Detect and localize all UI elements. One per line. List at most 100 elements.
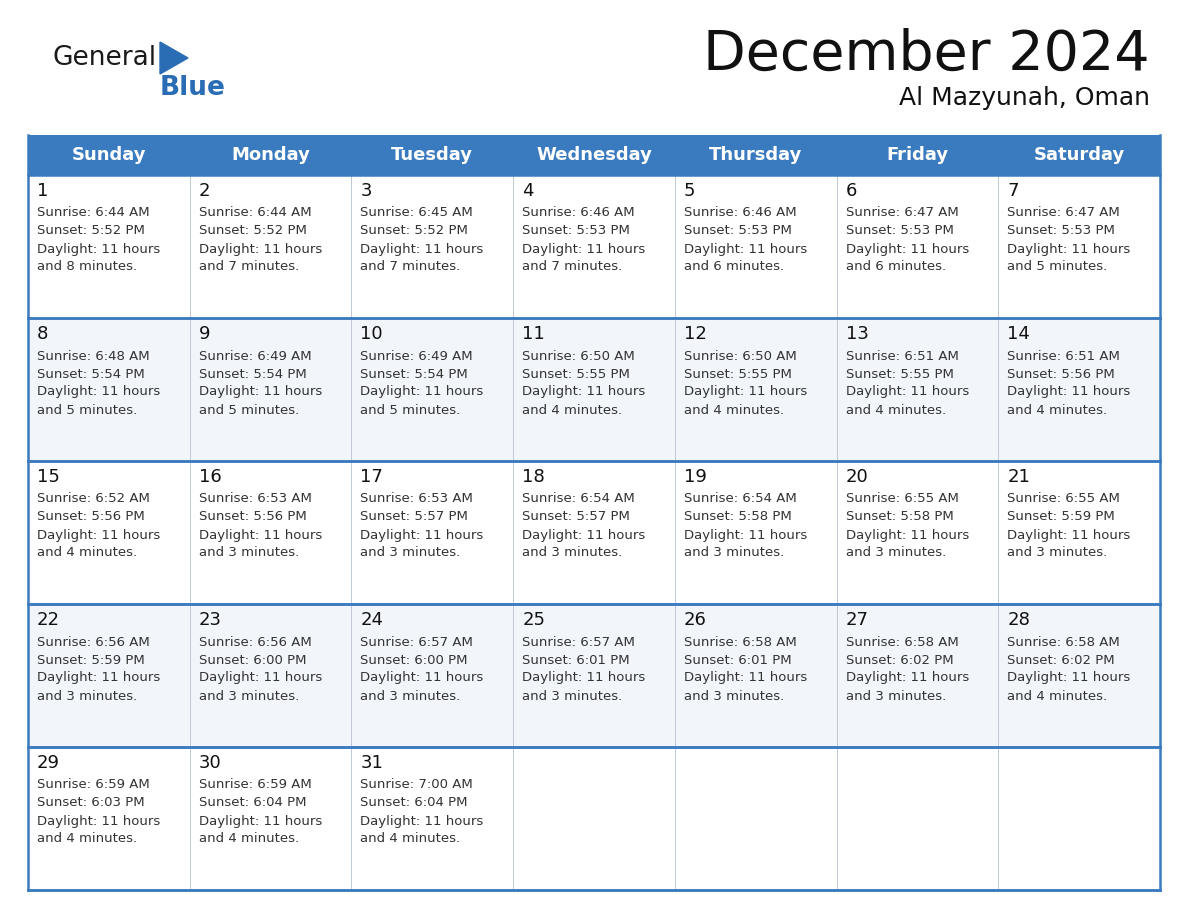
Text: 23: 23 [198, 611, 222, 629]
Text: Daylight: 11 hours: Daylight: 11 hours [360, 671, 484, 685]
Text: Monday: Monday [232, 146, 310, 164]
Text: Sunset: 5:54 PM: Sunset: 5:54 PM [198, 367, 307, 380]
Text: and 3 minutes.: and 3 minutes. [198, 546, 299, 559]
Text: 12: 12 [684, 325, 707, 343]
Text: December 2024: December 2024 [703, 28, 1150, 82]
Text: and 4 minutes.: and 4 minutes. [846, 404, 946, 417]
Text: Sunrise: 6:58 AM: Sunrise: 6:58 AM [846, 635, 959, 648]
Text: Saturday: Saturday [1034, 146, 1125, 164]
Text: 25: 25 [523, 611, 545, 629]
Text: 14: 14 [1007, 325, 1030, 343]
Text: Sunrise: 6:59 AM: Sunrise: 6:59 AM [198, 778, 311, 791]
Text: 20: 20 [846, 468, 868, 486]
Text: 13: 13 [846, 325, 868, 343]
Text: and 4 minutes.: and 4 minutes. [360, 833, 461, 845]
Text: Sunset: 5:56 PM: Sunset: 5:56 PM [198, 510, 307, 523]
Text: 28: 28 [1007, 611, 1030, 629]
Text: 18: 18 [523, 468, 545, 486]
Text: Sunset: 5:54 PM: Sunset: 5:54 PM [360, 367, 468, 380]
Text: and 3 minutes.: and 3 minutes. [1007, 546, 1107, 559]
Text: and 5 minutes.: and 5 minutes. [198, 404, 299, 417]
Text: and 3 minutes.: and 3 minutes. [37, 689, 138, 702]
Text: Thursday: Thursday [709, 146, 802, 164]
Text: Daylight: 11 hours: Daylight: 11 hours [523, 386, 645, 398]
Text: Daylight: 11 hours: Daylight: 11 hours [198, 242, 322, 255]
Text: Sunset: 5:52 PM: Sunset: 5:52 PM [37, 225, 145, 238]
Text: Daylight: 11 hours: Daylight: 11 hours [198, 814, 322, 827]
Text: Daylight: 11 hours: Daylight: 11 hours [846, 529, 969, 542]
Text: and 4 minutes.: and 4 minutes. [1007, 689, 1107, 702]
Text: Daylight: 11 hours: Daylight: 11 hours [846, 386, 969, 398]
Text: Sunset: 6:02 PM: Sunset: 6:02 PM [846, 654, 953, 666]
Text: Sunrise: 6:56 AM: Sunrise: 6:56 AM [198, 635, 311, 648]
Text: and 4 minutes.: and 4 minutes. [684, 404, 784, 417]
Text: 7: 7 [1007, 182, 1019, 200]
Text: Sunset: 5:53 PM: Sunset: 5:53 PM [1007, 225, 1116, 238]
Text: and 3 minutes.: and 3 minutes. [684, 689, 784, 702]
Text: and 3 minutes.: and 3 minutes. [198, 689, 299, 702]
Text: Sunset: 5:53 PM: Sunset: 5:53 PM [684, 225, 791, 238]
Text: Sunset: 5:59 PM: Sunset: 5:59 PM [1007, 510, 1116, 523]
Text: Daylight: 11 hours: Daylight: 11 hours [523, 529, 645, 542]
Text: 24: 24 [360, 611, 384, 629]
Text: Sunset: 5:55 PM: Sunset: 5:55 PM [684, 367, 791, 380]
Text: Daylight: 11 hours: Daylight: 11 hours [846, 242, 969, 255]
Text: 9: 9 [198, 325, 210, 343]
Text: Daylight: 11 hours: Daylight: 11 hours [198, 386, 322, 398]
Text: Sunset: 5:53 PM: Sunset: 5:53 PM [846, 225, 954, 238]
Text: and 5 minutes.: and 5 minutes. [37, 404, 138, 417]
Text: 29: 29 [37, 754, 61, 772]
Text: Sunrise: 6:45 AM: Sunrise: 6:45 AM [360, 207, 473, 219]
Text: and 7 minutes.: and 7 minutes. [198, 261, 299, 274]
Text: Daylight: 11 hours: Daylight: 11 hours [37, 671, 160, 685]
Text: and 7 minutes.: and 7 minutes. [523, 261, 623, 274]
Text: Sunrise: 6:57 AM: Sunrise: 6:57 AM [360, 635, 473, 648]
Text: Sunset: 6:02 PM: Sunset: 6:02 PM [1007, 654, 1114, 666]
Text: Sunrise: 6:58 AM: Sunrise: 6:58 AM [684, 635, 797, 648]
Text: Sunset: 5:57 PM: Sunset: 5:57 PM [523, 510, 630, 523]
Text: Daylight: 11 hours: Daylight: 11 hours [684, 386, 807, 398]
Text: 3: 3 [360, 182, 372, 200]
Text: Tuesday: Tuesday [391, 146, 473, 164]
Text: 26: 26 [684, 611, 707, 629]
Text: Sunset: 5:55 PM: Sunset: 5:55 PM [846, 367, 954, 380]
Text: Sunrise: 6:57 AM: Sunrise: 6:57 AM [523, 635, 636, 648]
Text: and 6 minutes.: and 6 minutes. [846, 261, 946, 274]
Text: Sunset: 5:53 PM: Sunset: 5:53 PM [523, 225, 630, 238]
Text: Sunset: 5:56 PM: Sunset: 5:56 PM [37, 510, 145, 523]
Text: General: General [52, 45, 156, 71]
Text: Friday: Friday [886, 146, 948, 164]
Text: Sunset: 6:04 PM: Sunset: 6:04 PM [360, 797, 468, 810]
Text: Daylight: 11 hours: Daylight: 11 hours [360, 242, 484, 255]
Text: Sunset: 5:52 PM: Sunset: 5:52 PM [198, 225, 307, 238]
Text: 30: 30 [198, 754, 221, 772]
Text: 6: 6 [846, 182, 857, 200]
Text: Sunday: Sunday [71, 146, 146, 164]
Text: and 7 minutes.: and 7 minutes. [360, 261, 461, 274]
Text: Sunset: 6:01 PM: Sunset: 6:01 PM [523, 654, 630, 666]
Text: Daylight: 11 hours: Daylight: 11 hours [846, 671, 969, 685]
Text: Daylight: 11 hours: Daylight: 11 hours [523, 242, 645, 255]
Text: Sunrise: 6:46 AM: Sunrise: 6:46 AM [684, 207, 796, 219]
Text: Daylight: 11 hours: Daylight: 11 hours [523, 671, 645, 685]
Text: and 3 minutes.: and 3 minutes. [846, 546, 946, 559]
Text: Sunset: 5:57 PM: Sunset: 5:57 PM [360, 510, 468, 523]
Text: Blue: Blue [160, 75, 226, 101]
Text: Sunset: 5:56 PM: Sunset: 5:56 PM [1007, 367, 1116, 380]
Text: Daylight: 11 hours: Daylight: 11 hours [37, 386, 160, 398]
Bar [29, 461, 1159, 604]
Text: Sunset: 6:00 PM: Sunset: 6:00 PM [198, 654, 307, 666]
Text: Daylight: 11 hours: Daylight: 11 hours [1007, 671, 1131, 685]
Bar [29, 747, 1159, 890]
Text: and 4 minutes.: and 4 minutes. [37, 833, 137, 845]
Text: and 6 minutes.: and 6 minutes. [684, 261, 784, 274]
Text: and 3 minutes.: and 3 minutes. [523, 689, 623, 702]
Text: Al Mazyunah, Oman: Al Mazyunah, Oman [899, 86, 1150, 110]
Text: Sunset: 6:04 PM: Sunset: 6:04 PM [198, 797, 307, 810]
Text: 10: 10 [360, 325, 383, 343]
Bar [29, 135, 1159, 175]
Text: 22: 22 [37, 611, 61, 629]
Text: 31: 31 [360, 754, 384, 772]
Text: Sunset: 5:59 PM: Sunset: 5:59 PM [37, 654, 145, 666]
Text: and 3 minutes.: and 3 minutes. [846, 689, 946, 702]
